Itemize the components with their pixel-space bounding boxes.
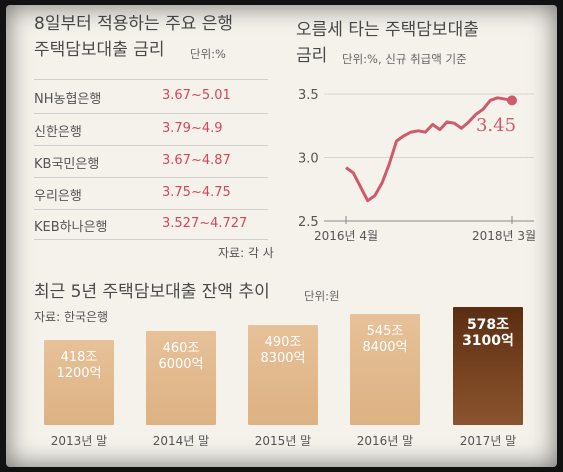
bar-chart-source: 자료: 한국은행: [34, 310, 109, 324]
x-category-label: 2015년 말: [254, 434, 312, 448]
y-tick-label: 3.0: [298, 152, 319, 167]
bank-name: NH농협은행: [34, 92, 102, 107]
bank-rate: 3.67~5.01: [162, 88, 231, 103]
bar-value-label-line2: 3100억: [462, 333, 514, 349]
bar-value-label: 545조 8400억: [350, 324, 420, 356]
bar-chart-title: 최근 5년 주택담보대출 잔액 추이: [34, 282, 270, 302]
rates-table-title-line1: 8일부터 적용하는 주요 은행: [34, 14, 234, 34]
bank-rate: 3.79~4.9: [162, 121, 223, 136]
bank-name: 신한은행: [34, 125, 82, 140]
bar-value-label-line1: 460조: [162, 341, 200, 357]
bar: [350, 313, 420, 425]
bar-value-label-line2: 8300억: [260, 350, 306, 366]
bank-name: KEB하나은행: [34, 220, 108, 235]
bar: [248, 324, 318, 425]
bar-value-label: 460조 6000억: [146, 341, 216, 373]
line-chart-unit: 단위:%, 신규 취급액 기준: [342, 52, 467, 66]
bank-rate: 3.527~4.727: [162, 216, 248, 231]
x-category-label: 2013년 말: [50, 434, 108, 448]
table-divider: [34, 239, 268, 240]
x-category-label: 2014년 말: [152, 434, 210, 448]
table-divider: [34, 177, 268, 178]
bar: [146, 331, 216, 425]
y-tick-label: 3.5: [298, 88, 319, 103]
x-start-label: 2016년 4월: [314, 229, 378, 243]
table-divider: [34, 79, 268, 80]
x-category-label: 2016년 말: [356, 434, 414, 448]
table-divider: [34, 209, 268, 210]
bar-value-label-line1: 578조: [466, 317, 510, 333]
x-category-label: 2017년 말: [459, 434, 517, 448]
bank-rate: 3.67~4.87: [162, 153, 231, 168]
bar-value-label: 490조 8300억: [248, 335, 318, 367]
bar-value-label-line1: 490조: [264, 334, 302, 350]
line-chart-title-line2: 금리: [296, 46, 328, 66]
bar-value-label: 578조 3100억: [453, 317, 523, 349]
table-divider: [34, 145, 268, 146]
bar-value-label-line2: 8400억: [362, 339, 408, 355]
last-data-point: [507, 95, 517, 106]
line-chart-title-line1: 오름세 타는 주택담보대출: [296, 20, 479, 40]
rates-table-unit: 단위:%: [190, 47, 226, 61]
last-value-label: 3.45: [476, 115, 516, 136]
bar-value-label-line1: 418조: [60, 349, 98, 365]
bar-value-label-line2: 6000억: [158, 357, 204, 373]
y-tick-label: 2.5: [298, 215, 319, 230]
bar-value-label: 418조 1200억: [44, 350, 114, 382]
bank-rate: 3.75~4.75: [162, 185, 231, 200]
rates-table-title-line2: 주택담보대출 금리: [34, 40, 165, 60]
infographic: 8일부터 적용하는 주요 은행 주택담보대출 금리 단위:% NH농협은행 3.…: [6, 5, 557, 467]
bar-value-label-line1: 545조: [366, 323, 404, 339]
rates-table-source: 자료: 각 사: [218, 246, 274, 260]
x-end-label: 2018년 3월: [472, 229, 536, 243]
line-chart: 2.5 3.0 3.5 3.45 2016년 4월 2018년 3월: [298, 88, 536, 243]
rate-series-line: [345, 96, 513, 203]
bar-value-label-line2: 1200억: [56, 365, 102, 381]
bar: [453, 307, 523, 425]
bank-name: 우리은행: [34, 189, 82, 204]
bank-name: KB국민은행: [34, 157, 100, 172]
bar: [44, 339, 114, 425]
table-divider: [34, 113, 268, 114]
bar-chart-unit: 단위:원: [304, 289, 340, 303]
